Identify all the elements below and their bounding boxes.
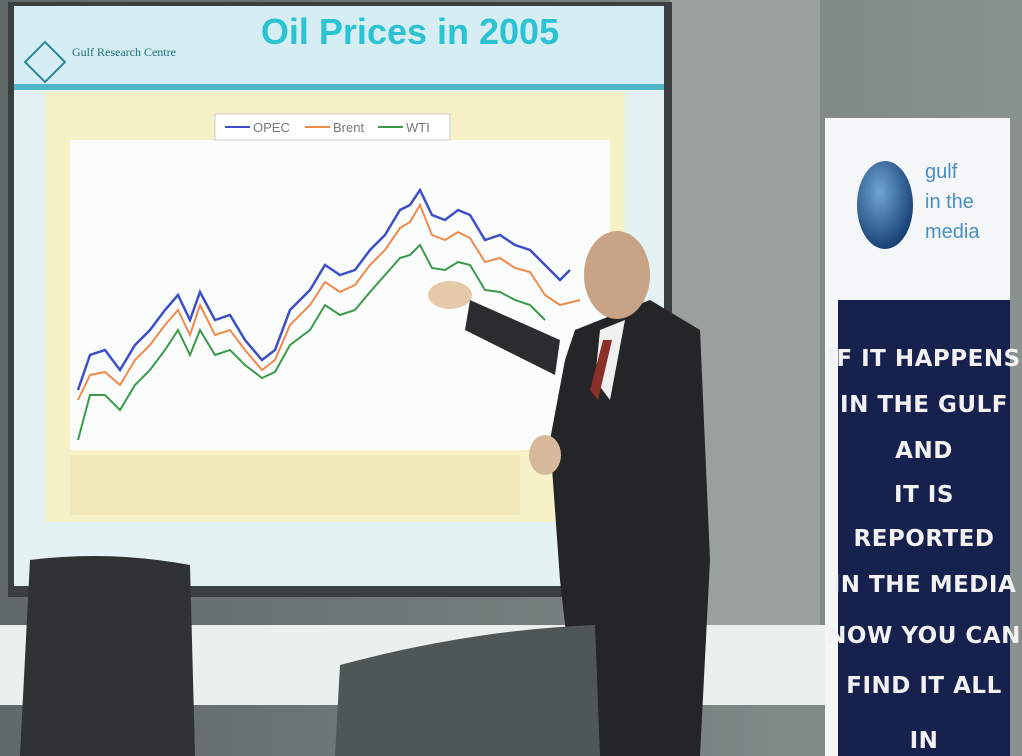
banner-logo: [857, 161, 913, 249]
banner-brand: in the: [925, 191, 974, 213]
chair: [20, 556, 195, 756]
legend-label: OPEC: [253, 120, 290, 135]
slogan-line: REPORTED: [853, 526, 994, 552]
hand: [428, 281, 472, 309]
logo-text: Gulf Research Centre: [72, 45, 176, 59]
slogan-line: IN THE MEDIA: [832, 572, 1017, 598]
legend-label: WTI: [406, 120, 430, 135]
slogan-line: NOW YOU CAN: [827, 623, 1021, 649]
banner-brand: media: [925, 221, 980, 243]
slogan-line: AND: [895, 438, 953, 464]
legend-label: Brent: [333, 120, 364, 135]
photo: Gulf Research Centre Oil Prices in 2005 …: [0, 0, 1022, 756]
head: [584, 231, 650, 319]
slogan-line: IF IT HAPPENS: [827, 346, 1020, 372]
slide-title: Oil Prices in 2005: [261, 11, 559, 52]
slogan-line: IN THE GULF: [840, 392, 1008, 418]
slogan-line: IN: [910, 728, 939, 754]
date-labels: [70, 455, 520, 515]
hand: [529, 435, 561, 475]
banner-brand: gulf: [925, 161, 958, 183]
slogan-group: IF IT HAPPENS IN THE GULF AND IT IS REPO…: [827, 346, 1021, 754]
header-rule: [14, 84, 664, 90]
page: Gulf Research Centre Oil Prices in 2005 …: [0, 0, 1022, 756]
plot-area: [70, 140, 610, 450]
slogan-line: FIND IT ALL: [846, 673, 1001, 699]
slogan-line: IT IS: [894, 482, 954, 508]
